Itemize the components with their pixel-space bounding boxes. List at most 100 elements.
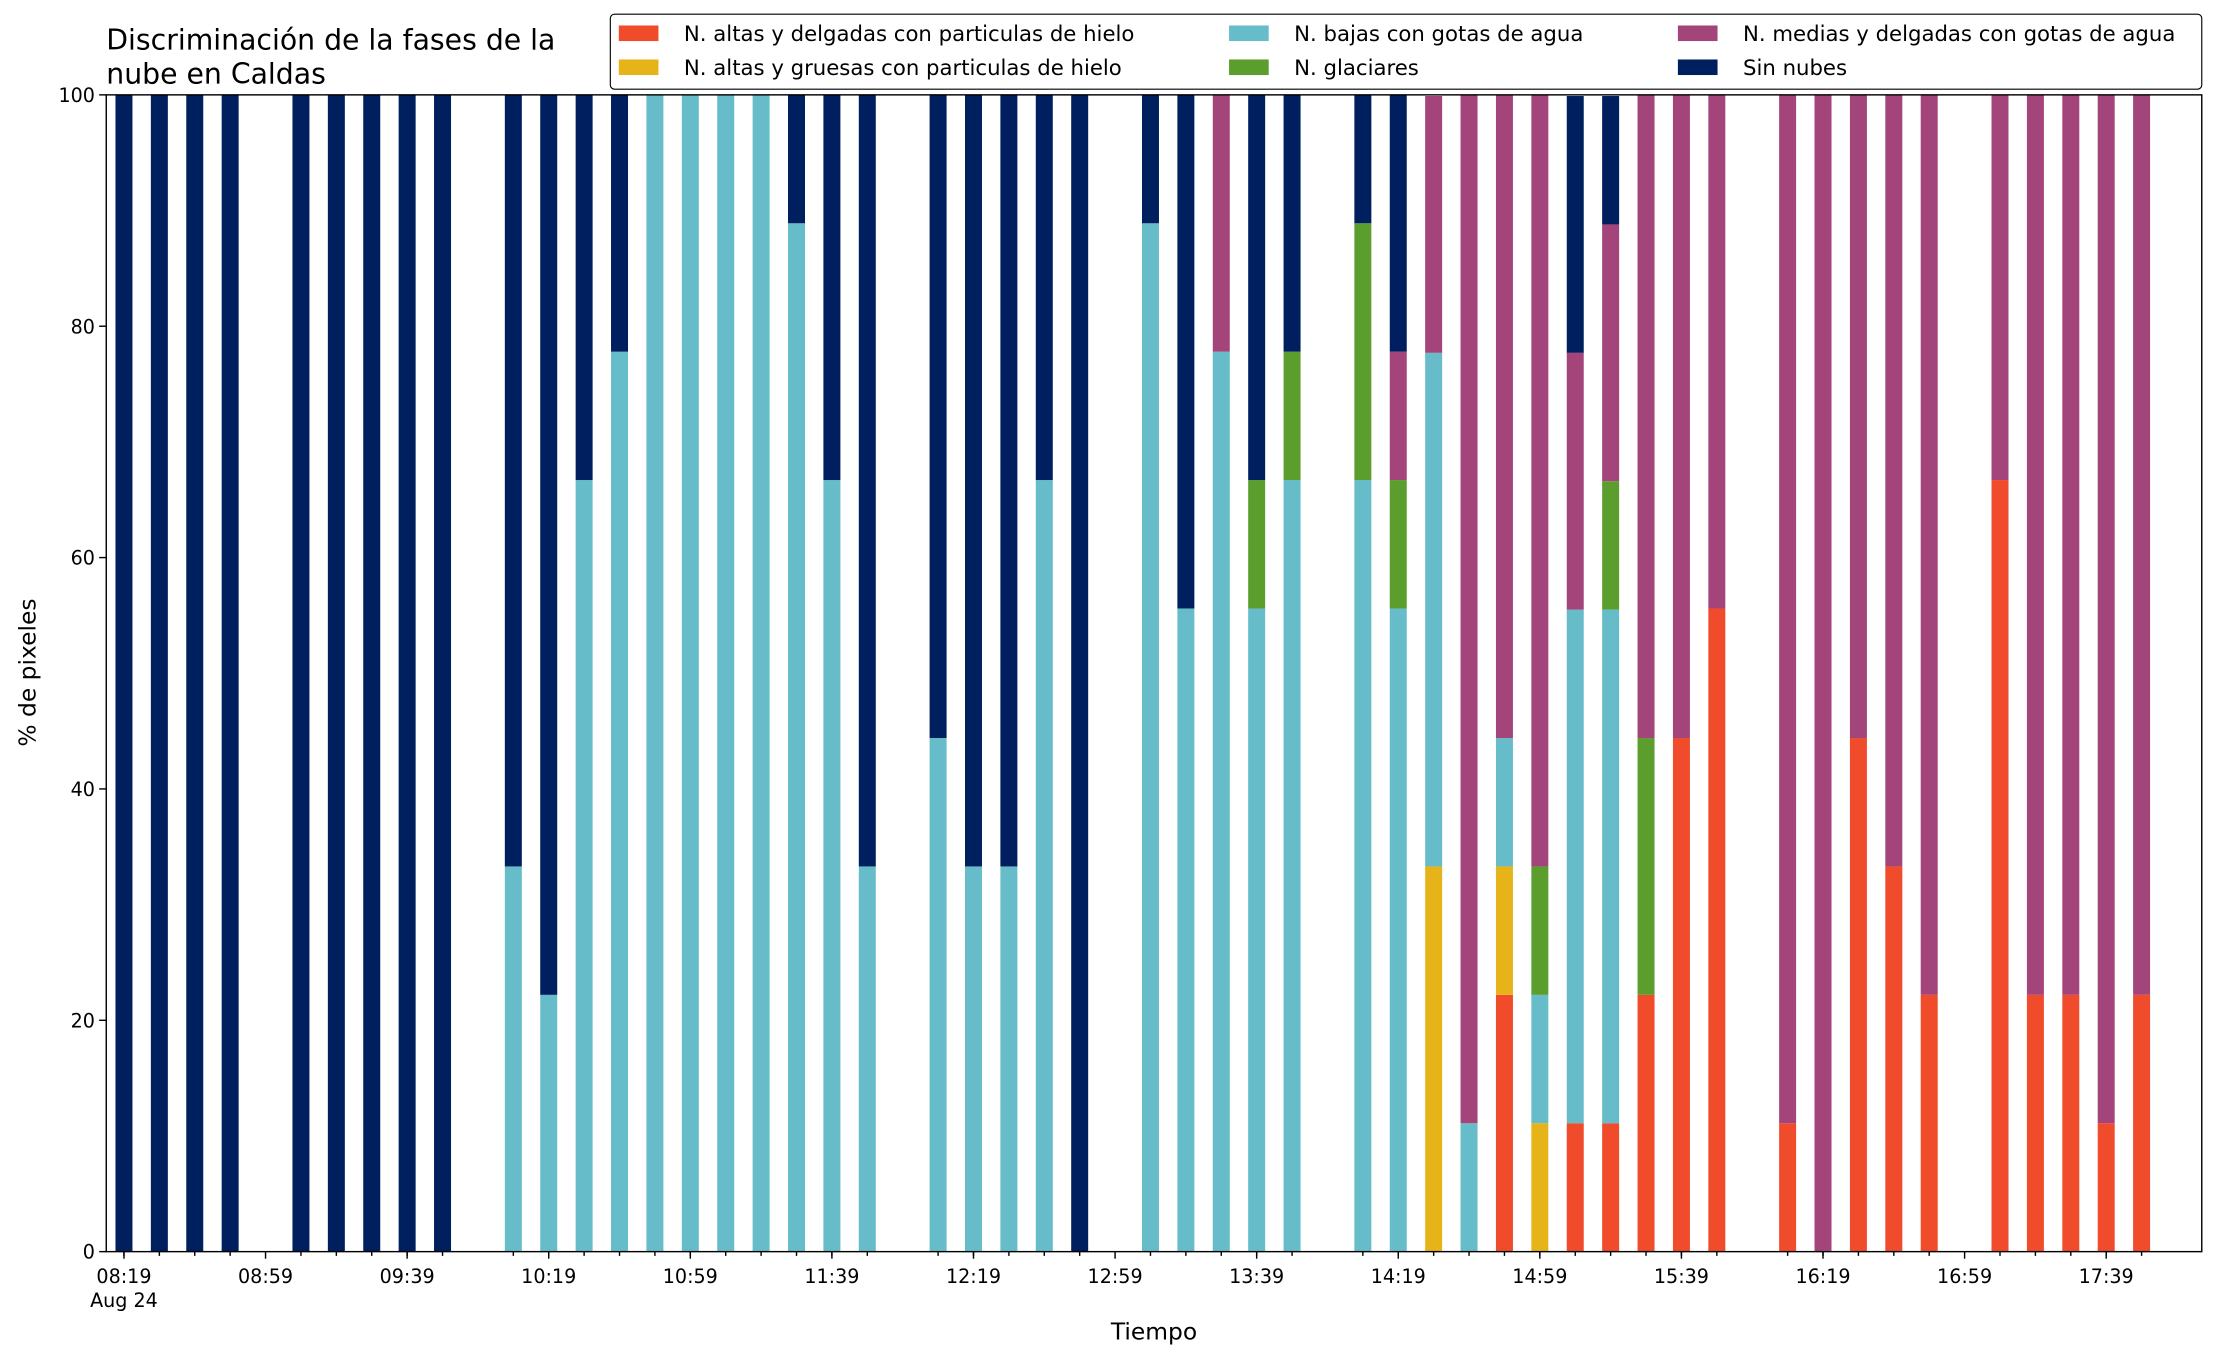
bar-segment (327, 94, 345, 1252)
bar-segment (1531, 866, 1549, 995)
bar-segment (540, 994, 558, 1252)
bar-segment (1920, 994, 1938, 1252)
bar-segment (1991, 480, 2009, 1252)
legend-swatch (618, 59, 659, 76)
y-tick-label: 20 (71, 1009, 95, 1032)
bar-segment (1495, 866, 1513, 995)
bar-segment (1531, 94, 1549, 867)
legend-swatch (1229, 25, 1269, 42)
x-date-label: Aug 24 (90, 1289, 158, 1312)
bar-segment (1460, 1123, 1478, 1252)
bar-segment (1495, 994, 1513, 1252)
x-tick-label: 08:19 (96, 1265, 151, 1288)
bar-segment (1991, 94, 2009, 481)
x-tick-label: 13:39 (1229, 1265, 1284, 1288)
bar-segment (611, 351, 629, 1252)
bar-segment (1141, 223, 1159, 1252)
legend-frame (609, 13, 2203, 90)
bar-segment (1389, 94, 1407, 352)
bar-segment (929, 738, 947, 1252)
bar-segment (1460, 94, 1478, 1124)
bar-segment (2026, 994, 2044, 1252)
bar-segment (434, 94, 452, 1252)
y-tick-label: 60 (71, 547, 95, 570)
bar-segment (1495, 738, 1513, 867)
bar-segment (1389, 351, 1407, 481)
bar-segment (2097, 94, 2115, 1124)
legend: N. altas y delgadas con particulas de hi… (609, 13, 2203, 90)
bar-segment (1708, 608, 1726, 1252)
bar-segment (1566, 1123, 1584, 1252)
y-tick-label: 0 (83, 1241, 95, 1264)
bar-segment (540, 94, 558, 995)
legend-swatch (1229, 59, 1269, 76)
plot-frame (105, 94, 2203, 1253)
bar-segment (1637, 994, 1655, 1252)
bar-segment (858, 94, 876, 867)
x-tick-label: 17:39 (2079, 1265, 2134, 1288)
x-tick-label: 09:39 (380, 1265, 435, 1288)
bar-segment (1248, 94, 1266, 481)
x-axis-label: Tiempo (1110, 1317, 1197, 1345)
x-tick-label: 12:19 (946, 1265, 1001, 1288)
x-tick-label: 16:59 (1937, 1265, 1992, 1288)
x-tick-label: 10:19 (521, 1265, 576, 1288)
bar-segment (1177, 608, 1195, 1252)
bar-segment (1283, 94, 1301, 352)
bar-segment (823, 480, 841, 1252)
legend-label: N. bajas con gotas de agua (1294, 22, 1583, 47)
legend-label: N. altas y gruesas con particulas de hie… (684, 56, 1122, 81)
bar-segment (1920, 94, 1938, 995)
bar-segment (1602, 1123, 1620, 1252)
bar-segment (1000, 866, 1018, 1252)
bar-segment (1814, 94, 1832, 1252)
bar-segment (788, 223, 806, 1252)
bar-segment (964, 866, 982, 1252)
bar-segment (717, 94, 735, 1252)
bar-segment (611, 94, 629, 352)
bar-segment (1071, 94, 1089, 1252)
x-tick-label: 14:19 (1371, 1265, 1426, 1288)
bar-segment (1283, 351, 1301, 481)
bar-segment (2026, 94, 2044, 995)
chart-title: nube en Caldas (106, 58, 326, 91)
chart-title: Discriminación de la fases de la (106, 24, 555, 57)
bar-segment (1531, 1123, 1549, 1252)
bar-segment (504, 94, 522, 867)
x-tick-label: 08:59 (238, 1265, 293, 1288)
bar-segment (1602, 96, 1620, 225)
bar-segment (1637, 738, 1655, 995)
bar-segment (1779, 1123, 1797, 1252)
bar-segment (929, 94, 947, 739)
legend-label: N. glaciares (1294, 56, 1419, 81)
bar-segment (1602, 224, 1620, 482)
bar-segment (1566, 96, 1584, 353)
bar-segment (1248, 608, 1266, 1252)
x-tick-label: 16:19 (1795, 1265, 1850, 1288)
bar-segment (1672, 738, 1690, 1252)
bar-segment (1425, 352, 1443, 867)
bar-segment (1779, 94, 1797, 1124)
bar-segment (2133, 994, 2151, 1252)
bar-segment (681, 94, 699, 1252)
bar-segment (2133, 94, 2151, 995)
bar-segment (964, 94, 982, 867)
bar-segment (2097, 1123, 2115, 1252)
bar-segment (363, 94, 381, 1252)
bar-segment (1354, 223, 1372, 481)
bar-segment (1035, 480, 1053, 1252)
bar-segment (186, 94, 204, 1252)
bar-segment (575, 480, 593, 1252)
bar-segment (1425, 866, 1443, 1252)
bar-segment (150, 94, 168, 1252)
x-tick-label: 14:59 (1512, 1265, 1567, 1288)
bar-segment (1212, 351, 1230, 1252)
bar-segment (1531, 994, 1549, 1124)
bar-segment (1885, 94, 1903, 867)
bar-segment (1389, 608, 1407, 1252)
bar-segment (1849, 738, 1867, 1252)
bar-segment (752, 94, 770, 1252)
bar-segment (1708, 94, 1726, 609)
bar-segment (1141, 94, 1159, 224)
